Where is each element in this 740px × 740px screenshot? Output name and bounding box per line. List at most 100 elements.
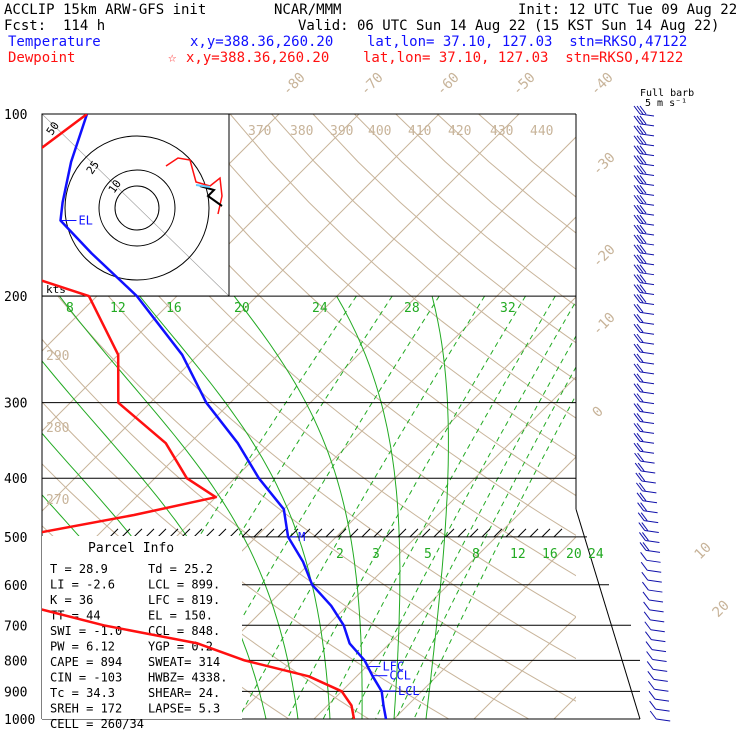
right-axis-slant: [575, 509, 641, 720]
temperature-legend-location: x,y=388.36,260.20 lat,lon= 37.10, 127.03…: [190, 34, 688, 50]
hash-mark: [469, 528, 479, 538]
wind-barb-staff: [646, 559, 661, 563]
wind-barb-flag: [633, 125, 641, 135]
wind-barb-staff: [640, 460, 655, 464]
wind-barb-flag: [637, 512, 645, 521]
wind-barb-flag: [633, 274, 641, 283]
wind-barb-staff: [642, 500, 658, 504]
wind-barb-flag: [643, 601, 650, 611]
mixing-ratio-label: 12: [510, 547, 526, 562]
wind-barb-staff: [639, 351, 655, 355]
theta-label: 280: [46, 421, 69, 436]
wind-barb-flag: [633, 313, 641, 323]
wind-barb-flag: [640, 512, 648, 521]
hash-mark: [493, 528, 503, 538]
wind-barb-flag: [647, 671, 655, 680]
hash-mark: [145, 528, 155, 538]
wind-barb: [633, 442, 655, 454]
dewpoint-profile: [42, 114, 356, 719]
wind-barb-flag: [639, 492, 647, 502]
wind-barb: [633, 105, 655, 117]
wind-barb-flag: [636, 264, 644, 273]
wind-barb: [635, 472, 656, 484]
wind-barb-flag: [645, 641, 653, 650]
wind-barb: [633, 432, 655, 444]
wind-barb-flag: [633, 363, 641, 373]
wind-barb-flag: [636, 234, 644, 244]
wind-barb-flag: [636, 323, 644, 333]
wind-barb-staff: [639, 173, 655, 177]
wind-barb-flag: [636, 185, 644, 194]
wind-barb-flag: [633, 284, 641, 293]
wind-barb-flag: [636, 442, 644, 452]
wind-barb-flag: [639, 204, 647, 214]
wind-barb-staff: [639, 123, 655, 127]
dry-adiabat-line: [395, 114, 576, 270]
wind-barb: [633, 204, 655, 216]
wind-barb-staff: [639, 182, 655, 186]
wind-barb-flag: [639, 115, 647, 125]
hash-mark: [397, 528, 407, 538]
wind-barb-flag: [633, 224, 641, 234]
pressure-tick-label: 400: [4, 472, 27, 487]
hash-mark: [337, 528, 347, 538]
wind-barb-flag: [639, 244, 647, 254]
dewpoint-legend-star-icon: ☆: [168, 50, 177, 66]
wind-barb-staff: [639, 212, 655, 216]
dry-adiabat-line: [42, 275, 576, 702]
wind-barb: [640, 552, 661, 563]
pressure-tick-label: 1000: [4, 713, 35, 728]
wind-barb: [633, 284, 655, 296]
wind-barb-staff: [644, 530, 659, 534]
wind-barb-flag: [639, 214, 647, 224]
dry-adiabat-line: [42, 210, 576, 660]
parcel-info-title: Parcel Info: [88, 541, 174, 556]
theta-label: 420: [448, 124, 471, 139]
wind-barb-flag: [639, 105, 647, 115]
hodograph-box: [41, 113, 230, 297]
wind-barb-flag: [637, 452, 644, 462]
wind-barb-flag: [633, 264, 641, 273]
wind-barb-flag: [634, 452, 641, 462]
isotherm-line: [153, 296, 576, 719]
theta-label: 400: [368, 124, 391, 139]
wind-barb-staff: [639, 311, 655, 315]
isotherm-label: -80: [280, 70, 309, 99]
wind-barb-staff: [639, 143, 655, 147]
wind-barb-flag: [633, 294, 641, 303]
wind-barb: [633, 115, 655, 127]
wind-barb-flag: [640, 502, 647, 512]
wind-barb-flag: [633, 423, 641, 432]
wind-barb-flag: [633, 165, 641, 174]
dry-adiabat-line: [42, 143, 576, 618]
isotherm-line: [233, 376, 576, 719]
wind-barb-flag: [633, 373, 641, 383]
dry-adiabat-line: [105, 114, 576, 536]
wind-barb-flag: [633, 194, 641, 204]
wind-barb-flag: [633, 155, 641, 164]
parcel-info-right-value: HWBZ= 4338.: [148, 671, 227, 685]
hash-mark: [457, 528, 467, 538]
theta-label: 270: [46, 493, 69, 508]
wind-barb-flag: [636, 294, 644, 303]
wind-barb-staff: [639, 321, 655, 325]
wind-barb-flag: [639, 135, 647, 145]
wind-barb-flag: [645, 631, 652, 640]
wind-barb: [633, 175, 655, 186]
wind-barb-flag: [636, 373, 644, 383]
pressure-tick-label: 600: [4, 579, 27, 594]
isotherm-line: [42, 114, 440, 512]
wind-barb-flag: [636, 125, 644, 135]
isotherm-label: 20: [710, 598, 733, 621]
hodograph-ring: [98, 169, 176, 247]
wind-barb-staff: [639, 411, 655, 415]
wind-barb-staff: [639, 252, 655, 256]
ccl-label: CCL: [389, 669, 411, 683]
wind-barb: [638, 522, 659, 534]
wind-barb-flag: [636, 353, 644, 363]
wind-barb-staff: [639, 153, 655, 157]
wind-barb-flag: [646, 651, 653, 660]
wind-barb-flag: [638, 522, 646, 531]
hash-mark: [361, 528, 371, 538]
header-model: ACCLIP 15km ARW-GFS init: [4, 2, 207, 18]
